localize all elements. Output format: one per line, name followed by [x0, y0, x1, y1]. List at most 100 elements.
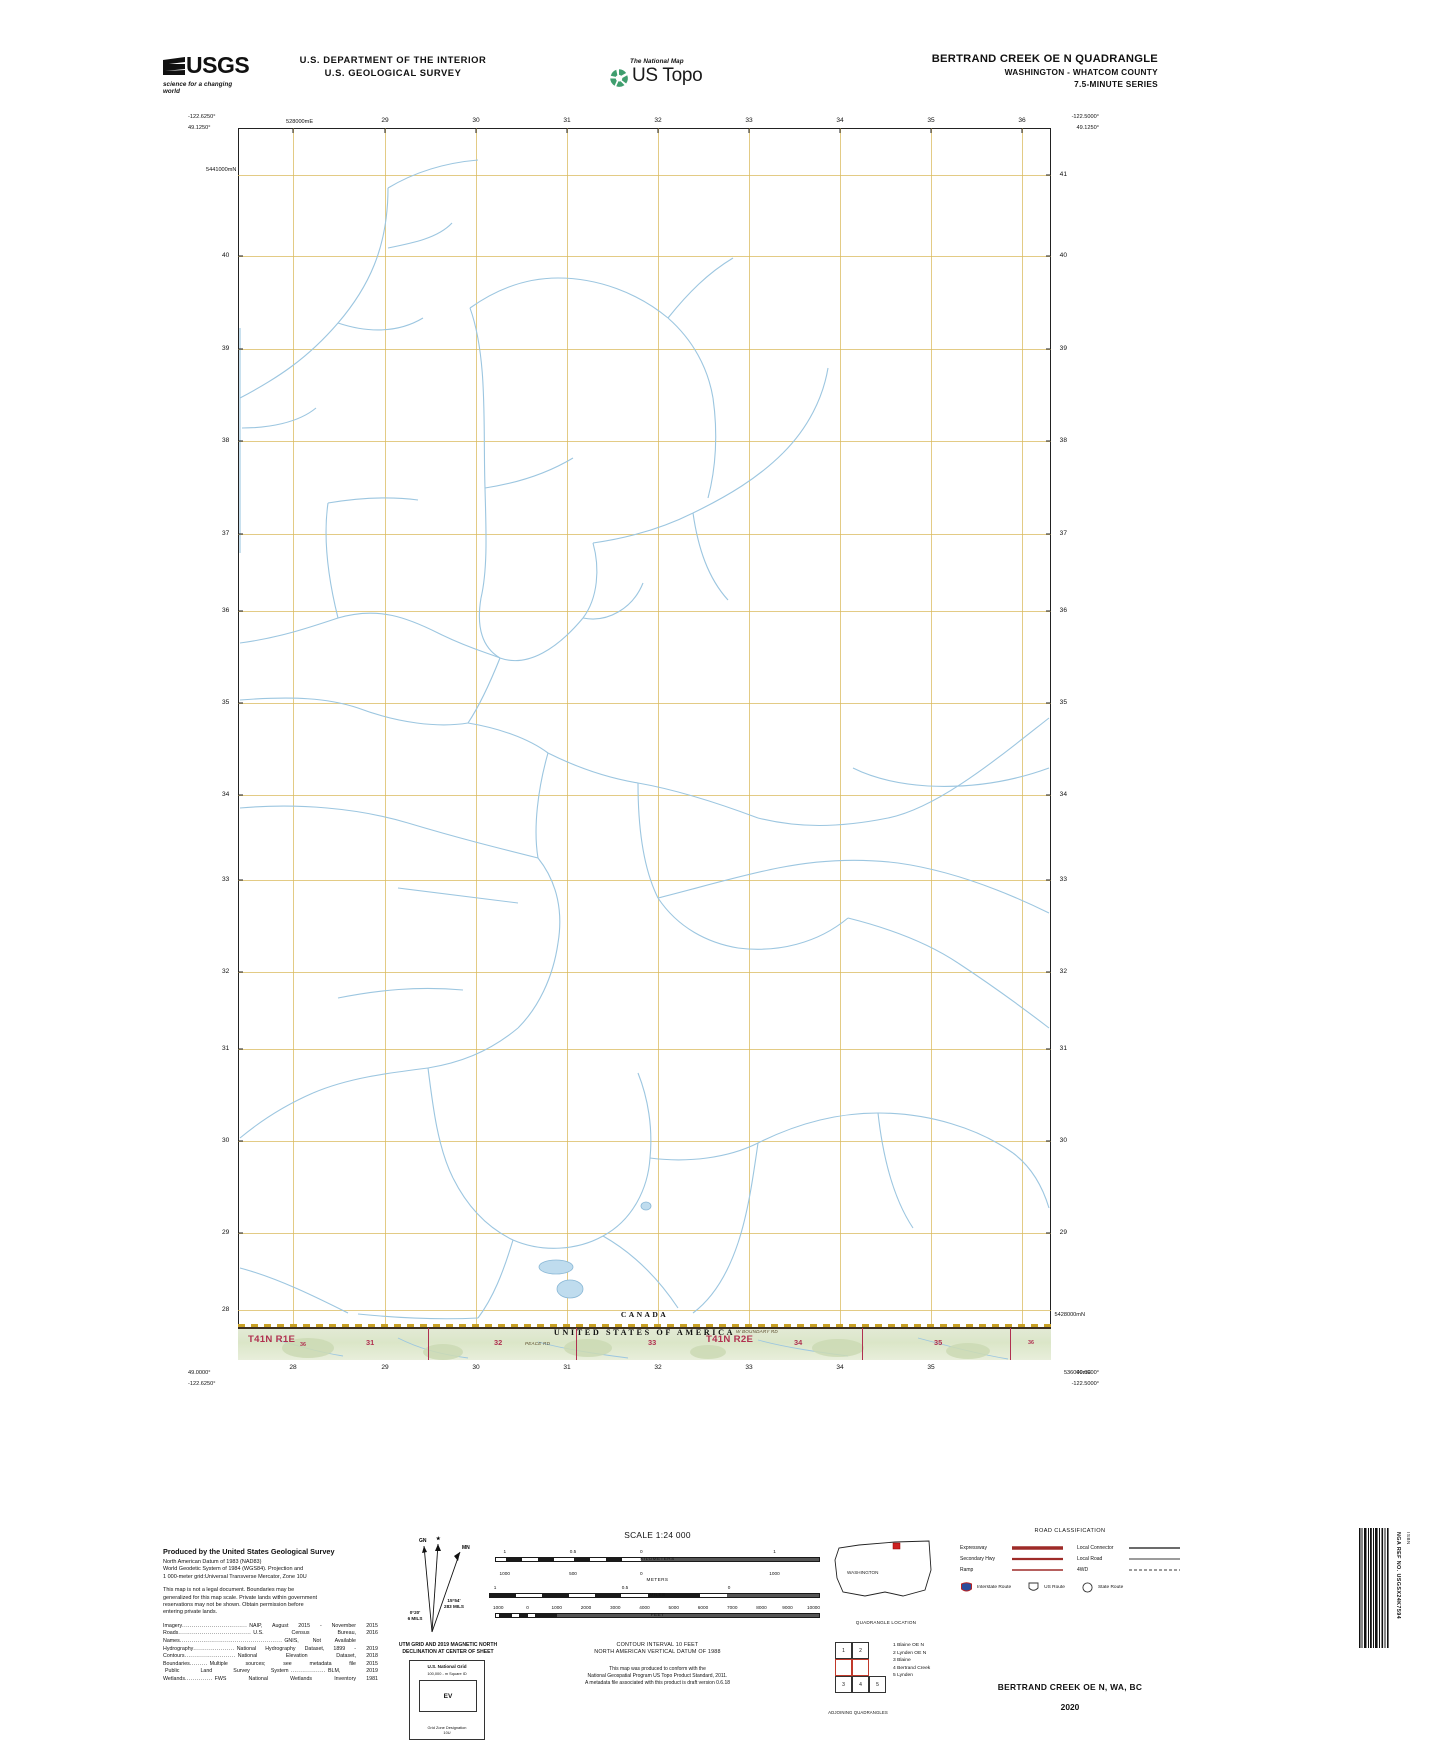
top-tick-32: 32 — [654, 117, 662, 124]
us-national-grid-box: U.S. National Grid 100,000 - m Square ID… — [409, 1660, 485, 1740]
map-canvas[interactable]: CANADA UNITED STATES OF AMERICA T41N R1E… — [238, 128, 1051, 1360]
conformance-line-1: This map was produced to conform with th… — [609, 1665, 706, 1672]
corner-label-top-right-lon: -122.5000° — [1071, 114, 1099, 120]
adjoining-name-2: 2 Lynden OE N — [893, 1650, 927, 1656]
source-row-imagery: Imagery ................................… — [163, 1622, 378, 1629]
section-number-36a: 36 — [300, 1342, 306, 1348]
scale-unit-feet: FEET — [650, 1612, 665, 1617]
country-label-usa: UNITED STATES OF AMERICA — [553, 1328, 736, 1337]
corner-label-top-left-lon: -122.6250° — [188, 114, 216, 120]
corner-label-top-left-lat: 49.1250° — [188, 125, 211, 131]
us-topo-logo: The National Map US Topo — [605, 58, 785, 94]
source-row-wetlands: Wetlands .............. FWS National Wet… — [163, 1676, 378, 1682]
hydrography-layer — [239, 159, 1050, 1320]
contour-interval: CONTOUR INTERVAL 10 FEET — [616, 1642, 699, 1648]
conformance-line-3: A metadata file associated with this pro… — [584, 1679, 731, 1686]
section-number-36b: 36 — [1028, 1340, 1034, 1346]
shield-interstate: Interstate Route — [960, 1582, 1011, 1593]
bottom-tick-29: 29 — [381, 1364, 389, 1371]
local-road-swatch — [1129, 1556, 1180, 1562]
corner-label-bottom-right-lat: 49.0000° — [1076, 1370, 1099, 1376]
map-neatline — [238, 128, 1051, 1360]
source-row-plss: Public Land Survey System ..............… — [165, 1668, 378, 1675]
adjoining-quadrangles-names: 1 Blaine OE N 2 Lynden OE N 3 Blaine 4 B… — [893, 1642, 930, 1680]
disclaimer-line-3: reservations may not be shown. Obtain pe… — [163, 1602, 304, 1609]
svg-text:★: ★ — [436, 1536, 441, 1542]
declination-diagram: GN ★ MN 0°20' 6 MILS 15°54' 283 MILS — [398, 1532, 498, 1640]
scale-bar-kilometers: 1 0.5 0 1 KILOMETERS — [495, 1549, 820, 1571]
left-tick-28: 28 — [222, 1306, 230, 1313]
boundary-dash-overlay — [238, 1324, 1051, 1327]
country-label-canada: CANADA — [620, 1310, 669, 1319]
left-tick-36: 36 — [222, 607, 230, 614]
road-label-peace-rd: PEACE RD — [525, 1341, 551, 1346]
usng-square-id: EV — [419, 1680, 477, 1712]
corner-label-bottom-left-lat: 49.0000° — [188, 1370, 211, 1376]
right-tick-36: 36 — [1059, 607, 1067, 614]
bottom-tick-32: 32 — [654, 1364, 662, 1371]
usgs-wordmark: USGS — [186, 52, 250, 78]
source-row-boundaries: Boundaries ......... Multiple sources; s… — [163, 1660, 378, 1667]
scale-unit-miles: MILES — [649, 1592, 666, 1597]
shield-state-route: State Route — [1081, 1582, 1123, 1593]
right-tick-34: 34 — [1059, 791, 1067, 798]
adjoining-quadrangles-caption: ADJOINING QUADRANGLES — [828, 1710, 888, 1715]
barcode-ngaref: NGA REF NO. USGSX24K7594 — [1395, 1532, 1401, 1620]
secondary-hwy-swatch — [1012, 1556, 1063, 1562]
road-legend-local-connector: Local Connector — [1077, 1542, 1180, 1553]
international-border-band: CANADA UNITED STATES OF AMERICA T41N R1E… — [238, 1310, 1051, 1360]
adjoining-cell-3: 3 — [835, 1676, 852, 1693]
left-tick-38: 38 — [222, 437, 230, 444]
right-tick-32: 32 — [1059, 968, 1067, 975]
township-label-right: T41N R2E — [706, 1334, 754, 1345]
map-body[interactable]: CANADA UNITED STATES OF AMERICA T41N R1E… — [188, 114, 1099, 1387]
utm-label-bottom-right: 536000mE — [1063, 1370, 1091, 1376]
road-legend-expressway: Expressway — [960, 1542, 1063, 1553]
datum-line-1: North American Datum of 1983 (NAD83) — [163, 1559, 262, 1565]
local-connector-swatch — [1129, 1545, 1180, 1551]
usng-zone-designation: Grid Zone Designation 10U — [427, 1725, 467, 1735]
road-legend-ramp: Ramp — [960, 1564, 1063, 1575]
shield-us-route: US Route — [1027, 1582, 1065, 1593]
section-number-33: 33 — [648, 1338, 657, 1347]
bottom-tick-34: 34 — [836, 1364, 844, 1371]
scale-unit-meters: METERS — [646, 1577, 669, 1582]
svg-text:GN: GN — [419, 1538, 427, 1544]
barcode-isbn-label: ISBN — [1406, 1532, 1411, 1545]
vertical-datum: NORTH AMERICAN VERTICAL DATUM OF 1988 — [594, 1649, 721, 1656]
bottom-tick-28: 28 — [289, 1364, 297, 1371]
quad-location-state-label: WASHINGTON — [847, 1570, 878, 1575]
top-tick-34: 34 — [836, 117, 844, 124]
right-tick-30: 30 — [1059, 1137, 1067, 1144]
right-tick-40: 40 — [1059, 252, 1067, 259]
utm-label-top-left: 528000mE — [286, 119, 314, 125]
top-tick-33: 33 — [745, 117, 753, 124]
disclaimer-line-2: generalized for this map scale. Private … — [163, 1594, 318, 1601]
adjoining-cell-current — [835, 1659, 852, 1676]
left-tick-29: 29 — [222, 1229, 230, 1236]
section-number-34: 34 — [794, 1338, 803, 1347]
declination-caption: UTM GRID AND 2019 MAGNETIC NORTH DECLINA… — [398, 1642, 498, 1655]
right-tick-39: 39 — [1059, 345, 1067, 352]
adjoining-cell-2: 2 — [852, 1642, 869, 1659]
quadrangle-series: 7.5-MINUTE SERIES — [1074, 79, 1158, 89]
corner-label-bottom-left-lon: -122.6250° — [188, 1381, 216, 1387]
barcode — [1359, 1528, 1389, 1648]
disclaimer-line-4: entering private lands. — [163, 1609, 218, 1616]
source-row-hydrography: Hydrography ..................... Nation… — [163, 1645, 378, 1652]
left-tick-34: 34 — [222, 791, 230, 798]
state-route-shield-icon — [1082, 1582, 1093, 1593]
credits-block: Produced by the United States Geological… — [163, 1546, 378, 1684]
scale-title: SCALE 1:24 000 — [624, 1530, 691, 1540]
usgs-wave-icon — [163, 57, 185, 75]
barcode-bars — [1359, 1528, 1389, 1648]
right-tick-41: 41 — [1059, 171, 1067, 178]
us-route-shield-icon — [1028, 1582, 1039, 1591]
corner-label-top-right-lat: 49.1250° — [1076, 125, 1099, 131]
road-classification-title: ROAD CLASSIFICATION — [1034, 1528, 1106, 1534]
adjoining-cell-current-2 — [852, 1659, 869, 1676]
right-tick-38: 38 — [1059, 437, 1067, 444]
scale-bar-miles: 1 0.5 0 MILES — [488, 1585, 820, 1607]
conformance-line-2: National Geospatial Program US Topo Prod… — [587, 1672, 728, 1679]
road-legend-secondary-hwy: Secondary Hwy — [960, 1553, 1063, 1564]
